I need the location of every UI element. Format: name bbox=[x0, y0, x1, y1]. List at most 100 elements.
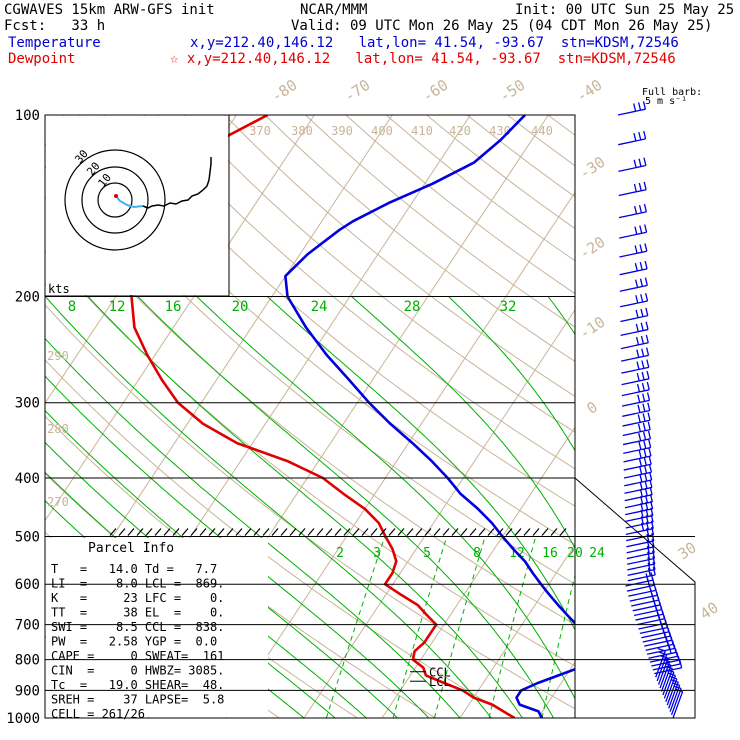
parcel-info-row: SWI = 8.5 CCL = 838. bbox=[51, 620, 224, 634]
moist-adiabat-label: 12 bbox=[109, 299, 126, 315]
wind-barb bbox=[626, 550, 656, 565]
tropopause-hatch bbox=[343, 528, 351, 536]
theta-label: 370 bbox=[249, 124, 271, 138]
valid-time: Valid: 09 UTC Mon 26 May 25 (04 CDT Mon … bbox=[291, 18, 713, 34]
isotherm-line bbox=[0, 115, 2, 718]
pressure-tick-label: 300 bbox=[15, 396, 40, 412]
tropopause-hatch bbox=[208, 528, 216, 536]
tropopause-hatch bbox=[289, 528, 297, 536]
dry-adiabat-line bbox=[143, 115, 575, 470]
wind-barb bbox=[621, 392, 651, 407]
dry-adiabat-line bbox=[426, 115, 575, 230]
wind-barb bbox=[624, 486, 653, 502]
isotherm-line bbox=[616, 115, 740, 718]
wind-barb bbox=[625, 514, 654, 529]
isotherm-line bbox=[694, 115, 740, 718]
wind-barb bbox=[670, 685, 682, 716]
isotherm-label: -10 bbox=[576, 313, 609, 343]
theta-label: 270 bbox=[47, 495, 69, 509]
wind-barb bbox=[618, 203, 647, 219]
mixing-ratio-label: 2 bbox=[336, 546, 344, 561]
wind-barb bbox=[627, 556, 656, 571]
wind-barb bbox=[620, 321, 649, 337]
mixing-ratio-line bbox=[433, 536, 486, 718]
tropopause-hatch bbox=[460, 528, 468, 536]
moist-adiabat-label: 24 bbox=[311, 299, 328, 315]
parcel-info-row: CAPE = 0 SWEAT= 161 bbox=[51, 649, 224, 663]
tropopause-hatch bbox=[163, 528, 171, 536]
dry-adiabat-line bbox=[224, 115, 575, 397]
tropopause-hatch bbox=[505, 528, 513, 536]
tropopause-hatch bbox=[541, 528, 549, 536]
moist-adiabat-label: 16 bbox=[165, 299, 182, 315]
parcel-info-row: TT = 38 EL = 0. bbox=[51, 606, 224, 620]
mixing-ratio-label: 8 bbox=[473, 546, 481, 561]
wind-barb bbox=[626, 526, 655, 542]
tropopause-hatch bbox=[253, 528, 261, 536]
parcel-info-row: PW = 2.58 YGP = 0.0 bbox=[51, 635, 217, 649]
moist-adiabat-line bbox=[635, 297, 740, 719]
mixing-ratio-line bbox=[392, 536, 448, 718]
wind-barb bbox=[619, 260, 648, 276]
theta-label: 380 bbox=[291, 124, 313, 138]
isotherm-label: -80 bbox=[268, 76, 301, 106]
tropopause-hatch bbox=[298, 528, 306, 536]
tropopause-hatch bbox=[406, 528, 414, 536]
dry-adiabat-line bbox=[264, 115, 575, 363]
moist-adiabat-line bbox=[448, 296, 575, 452]
moist-adiabat-label: 8 bbox=[68, 299, 76, 315]
pressure-tick-label: 1000 bbox=[6, 711, 40, 727]
hodograph-surface-marker bbox=[114, 194, 118, 198]
moist-adiabat-label: 32 bbox=[500, 299, 517, 315]
tropopause-hatch bbox=[262, 528, 270, 536]
tropopause-hatch bbox=[136, 528, 144, 536]
wind-barb bbox=[623, 448, 652, 463]
tropopause-hatch bbox=[451, 528, 459, 536]
parcel-info-row: Tc = 19.0 SHEAR= 48. bbox=[51, 678, 224, 692]
wind-barb bbox=[623, 439, 652, 454]
theta-label: 390 bbox=[331, 124, 353, 138]
wind-barb bbox=[620, 307, 649, 323]
tropopause-hatch bbox=[550, 528, 558, 536]
tropopause-hatch bbox=[442, 528, 450, 536]
wind-barb bbox=[621, 381, 650, 397]
theta-label: 440 bbox=[531, 124, 553, 138]
wind-barb bbox=[627, 561, 656, 576]
wind-barb bbox=[624, 479, 653, 494]
wind-barb bbox=[624, 493, 653, 509]
wind-barb bbox=[660, 662, 672, 692]
tropopause-hatch bbox=[352, 528, 360, 536]
wind-barb bbox=[625, 507, 654, 523]
tropopause-hatch bbox=[559, 528, 567, 536]
tropopause-hatch bbox=[145, 528, 153, 536]
dry-adiabat-line bbox=[103, 115, 575, 507]
tropopause-hatch bbox=[271, 528, 279, 536]
tropopause-hatch bbox=[532, 528, 540, 536]
isotherm-label: -40 bbox=[573, 76, 606, 106]
tropopause-hatch bbox=[280, 528, 288, 536]
barb-legend-title: Full barb: bbox=[642, 87, 702, 98]
barb-legend-units: 5 m s⁻¹ bbox=[645, 96, 687, 107]
dry-adiabat-line bbox=[183, 115, 575, 433]
tropopause-hatch bbox=[379, 528, 387, 536]
wind-barb bbox=[655, 647, 666, 678]
theta-label: 290 bbox=[47, 349, 69, 363]
dewpoint-location: ☆ x,y=212.40,146.12 lat,lon= 41.54, -93.… bbox=[170, 51, 676, 67]
moist-adiabat-label: 20 bbox=[232, 299, 249, 315]
isotherm-line bbox=[225, 191, 575, 718]
tropopause-hatch bbox=[181, 528, 189, 536]
pressure-tick-label: 400 bbox=[15, 471, 40, 487]
tropopause-hatch bbox=[316, 528, 324, 536]
forecast-hour: Fcst: 33 h bbox=[4, 18, 106, 34]
init-time: Init: 00 UTC Sun 25 May 25 bbox=[515, 2, 735, 18]
tropopause-hatch bbox=[478, 528, 486, 536]
tropopause-hatch bbox=[118, 528, 126, 536]
tropopause-hatch bbox=[523, 528, 531, 536]
tropopause-hatch bbox=[154, 528, 162, 536]
dry-adiabat-line bbox=[45, 143, 575, 585]
isotherm-label: -70 bbox=[341, 76, 374, 106]
tropopause-hatch bbox=[217, 528, 225, 536]
pressure-tick-label: 100 bbox=[15, 108, 40, 124]
